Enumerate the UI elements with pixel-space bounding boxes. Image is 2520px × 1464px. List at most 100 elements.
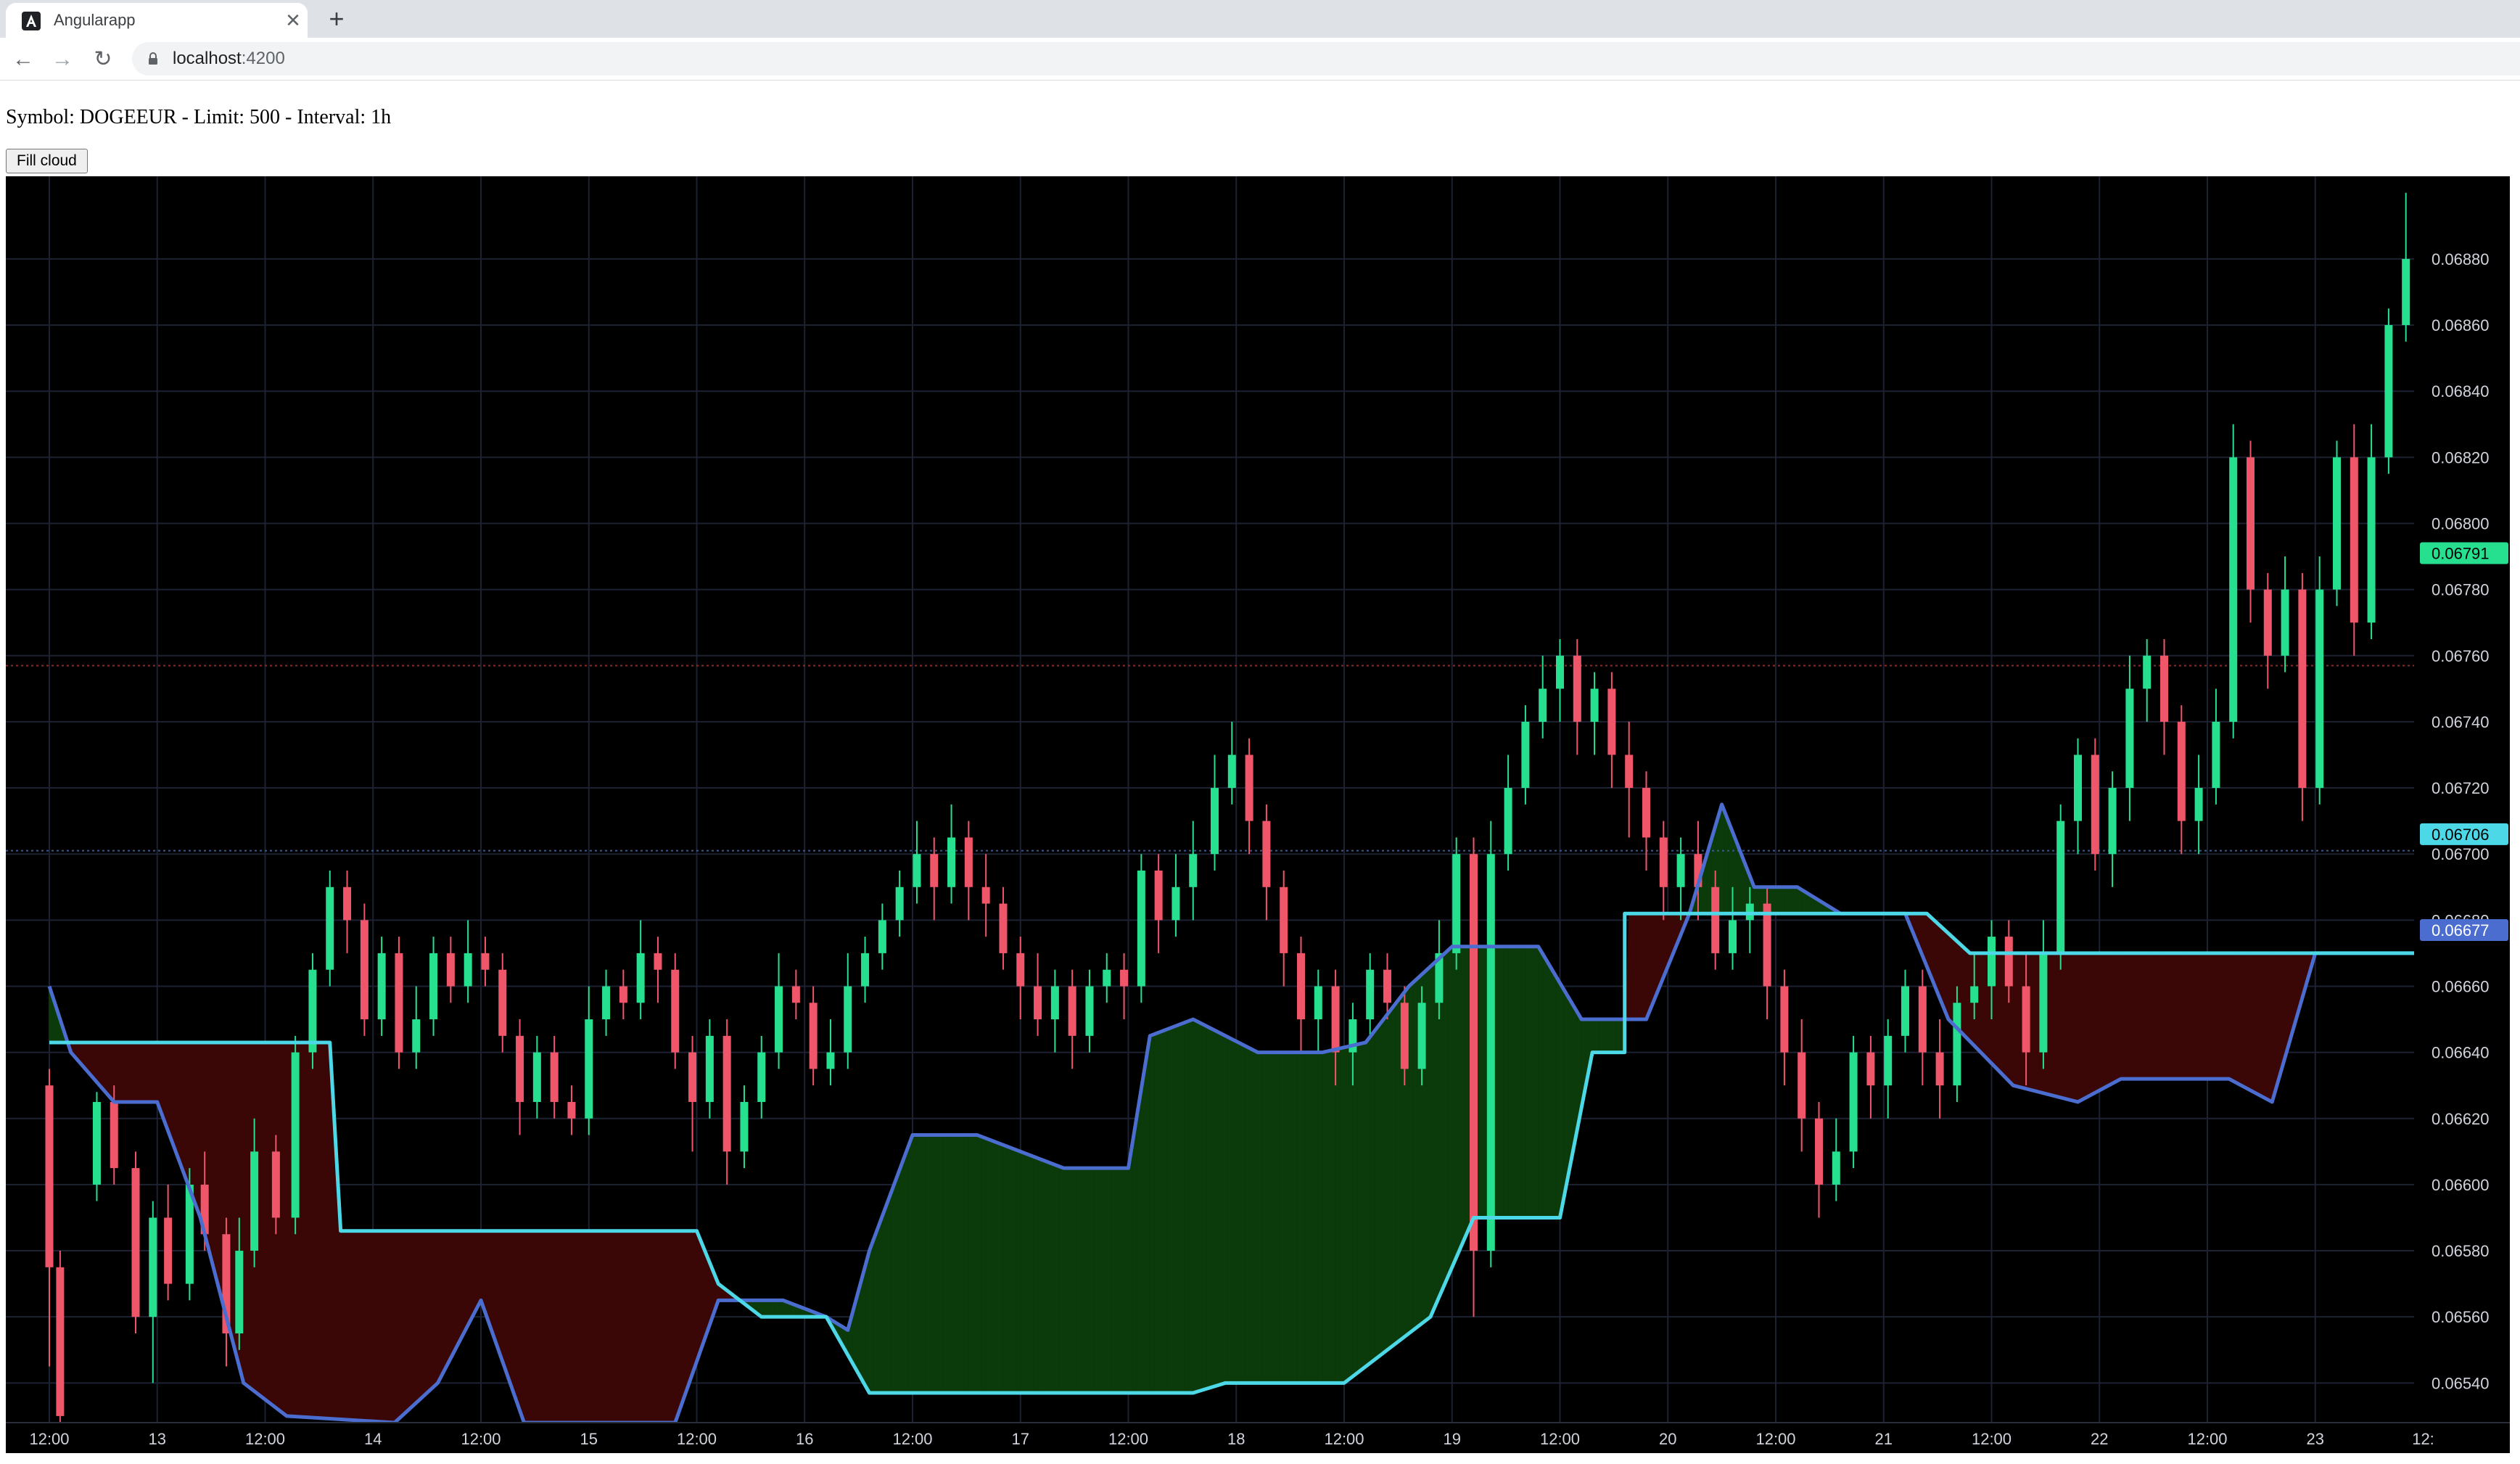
cloud-segment-bull xyxy=(1779,887,1785,914)
cloud-segment-bull xyxy=(1261,1052,1267,1383)
cloud-segment-bull xyxy=(1171,1025,1177,1394)
cloud-segment-bear xyxy=(104,1042,110,1098)
candle-body xyxy=(2056,821,2065,953)
back-arrow-icon[interactable]: ← xyxy=(12,47,34,71)
x-tick-label: 12:00 xyxy=(1972,1430,2012,1448)
cloud-segment-bear xyxy=(2237,953,2243,1087)
cloud-segment-bear xyxy=(511,1230,516,1399)
cloud-segment-bear xyxy=(372,1230,378,1423)
cloud-segment-bull xyxy=(1313,1052,1319,1383)
cloud-segment-bull xyxy=(1235,1040,1241,1383)
plus-icon[interactable]: + xyxy=(329,4,345,33)
cloud-segment-bull xyxy=(869,1238,874,1394)
cloud-segment-bear xyxy=(144,1042,149,1103)
cloud-segment-bear xyxy=(118,1042,123,1103)
candle-body xyxy=(1103,969,1111,987)
candle-body xyxy=(235,1251,244,1333)
url-text[interactable]: localhost:4200 xyxy=(173,49,285,69)
candle-body xyxy=(2367,457,2376,623)
cloud-segment-bear xyxy=(381,1230,387,1423)
cloud-segment-bear xyxy=(407,1230,413,1412)
candle-body xyxy=(2247,457,2255,590)
cloud-segment-bear xyxy=(657,1230,663,1423)
chart-svg[interactable]: 0.06880 0.06860 0.06840 0.06820 0.06800 0.067… xyxy=(6,176,2510,1453)
cloud-segment-bear xyxy=(502,1230,508,1374)
cloud-segment-bear xyxy=(2073,953,2078,1103)
cloud-segment-bear xyxy=(562,1230,568,1423)
cloud-segment-bear xyxy=(385,1230,391,1423)
x-tick-label: 12:00 xyxy=(1324,1430,1364,1448)
cloud-segment-bear xyxy=(416,1230,421,1404)
cloud-segment-bull xyxy=(770,1299,775,1317)
cloud-segment-bull xyxy=(1197,1021,1203,1392)
cloud-segment-bear xyxy=(2241,953,2247,1089)
cloud-segment-bear xyxy=(2078,953,2083,1103)
cloud-segment-bull xyxy=(1499,946,1504,1218)
candle-body xyxy=(250,1151,259,1251)
cloud-segment-bear xyxy=(519,1230,524,1423)
cloud-segment-bull xyxy=(1529,946,1535,1218)
cloud-segment-bear xyxy=(2254,953,2260,1096)
candle-body xyxy=(1504,788,1512,855)
candle-body xyxy=(1780,986,1789,1053)
candle-body xyxy=(2402,258,2410,326)
cloud-segment-bear xyxy=(433,1230,438,1388)
price-scale-background xyxy=(2414,176,2510,1453)
cloud-segment-bull xyxy=(1465,946,1470,1238)
cloud-segment-bull xyxy=(1563,989,1569,1196)
cloud-segment-bear xyxy=(1637,913,1643,1020)
reload-icon[interactable]: ↻ xyxy=(94,47,112,71)
cloud-segment-bull xyxy=(1615,1019,1621,1053)
cloud-segment-bull xyxy=(1788,887,1794,914)
cloud-segment-bear xyxy=(351,1230,356,1421)
cloud-segment-bull xyxy=(886,1193,892,1394)
cloud-segment-bear xyxy=(2233,953,2239,1085)
cloud-segment-bear xyxy=(403,1230,408,1416)
cloud-segment-bull xyxy=(1383,1013,1388,1354)
x-tick-label: 17 xyxy=(1012,1430,1029,1448)
cloud-segment-bull xyxy=(765,1299,771,1317)
x-tick-label: 12:00 xyxy=(1540,1430,1580,1448)
cloud-segment-bull xyxy=(1089,1167,1095,1394)
lock-icon xyxy=(149,52,157,65)
fill-cloud-button[interactable]: Fill cloud xyxy=(6,149,88,173)
page-header-text: Symbol: DOGEEUR - Limit: 500 - Interval:… xyxy=(6,106,392,128)
cloud-segment-bull xyxy=(1045,1161,1051,1394)
candle-body xyxy=(2160,655,2168,722)
candle-body xyxy=(2350,457,2358,623)
candle-body xyxy=(1486,854,1495,1251)
browser-tab[interactable]: Angularapp ✕ xyxy=(6,3,308,38)
candle-body xyxy=(964,837,973,887)
cloud-segment-bear xyxy=(2030,953,2035,1092)
cloud-segment-bear xyxy=(208,1042,214,1267)
cloud-segment-bear xyxy=(575,1230,581,1423)
candlestick-chart[interactable]: 0.06880 0.06860 0.06840 0.06820 0.06800 0.067… xyxy=(6,176,2510,1453)
cloud-segment-bull xyxy=(1775,887,1781,914)
price-badge-label: 0.06791 xyxy=(2432,545,2490,563)
forward-arrow-icon[interactable]: → xyxy=(52,47,73,71)
cloud-segment-bear xyxy=(265,1042,270,1404)
y-axis: 0.06880 0.06860 0.06840 0.06820 0.06800 0.067… xyxy=(2414,176,2510,1453)
address-bar[interactable]: localhost:4200 xyxy=(132,42,2520,75)
url-host: localhost xyxy=(173,49,242,68)
cloud-segment-bull xyxy=(934,1135,939,1394)
cloud-segment-bear xyxy=(135,1042,141,1103)
cloud-segment-bear xyxy=(243,1042,249,1387)
candle-body xyxy=(56,1267,65,1416)
cloud-segment-bear xyxy=(1995,953,2001,1074)
cloud-segment-bear xyxy=(2138,953,2144,1080)
candle-body xyxy=(110,1101,118,1169)
cloud-segment-bear xyxy=(2094,953,2100,1094)
candle-body xyxy=(930,854,939,887)
cloud-segment-bear xyxy=(644,1230,650,1423)
cloud-segment-bull xyxy=(1214,1029,1219,1387)
cloud-segment-bear xyxy=(627,1230,633,1423)
cloud-segment-bear xyxy=(601,1230,607,1423)
close-icon[interactable]: ✕ xyxy=(285,9,301,31)
cloud-segment-bull xyxy=(1193,1019,1198,1394)
cloud-segment-bull xyxy=(1020,1151,1026,1394)
cloud-segment-bull xyxy=(1611,1019,1617,1053)
cloud-segment-bull xyxy=(994,1140,1000,1394)
cloud-segment-bull xyxy=(1322,1050,1327,1383)
cloud-segment-bear xyxy=(2189,953,2195,1080)
